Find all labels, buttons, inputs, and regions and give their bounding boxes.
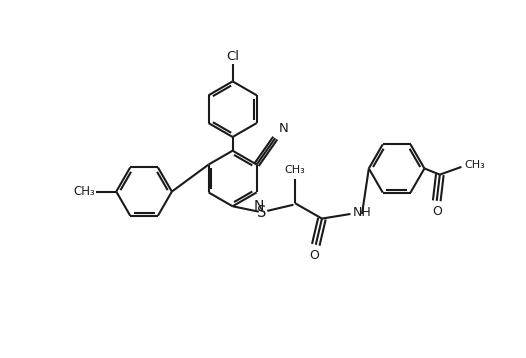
Text: N: N (278, 122, 288, 135)
Text: N: N (254, 199, 264, 213)
Text: O: O (309, 250, 319, 262)
Text: CH₃: CH₃ (285, 165, 306, 175)
Text: O: O (432, 205, 442, 218)
Text: CH₃: CH₃ (464, 160, 485, 170)
Text: CH₃: CH₃ (73, 185, 95, 198)
Text: S: S (257, 205, 267, 220)
Text: NH: NH (353, 206, 371, 219)
Text: Cl: Cl (226, 50, 239, 63)
